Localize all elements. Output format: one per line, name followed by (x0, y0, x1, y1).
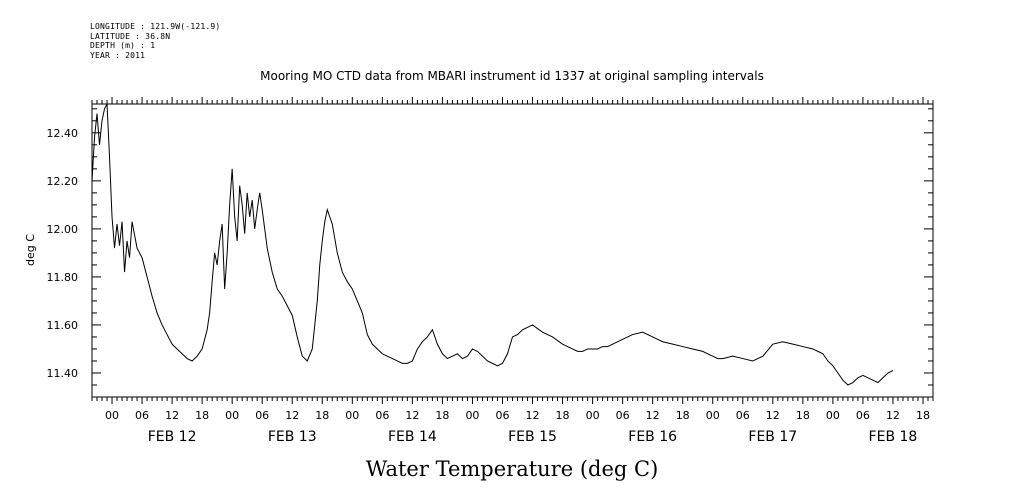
x-hour-tick-label: 12 (766, 409, 780, 422)
x-hour-tick-label: 18 (435, 409, 449, 422)
x-hour-tick-label: 00 (586, 409, 600, 422)
y-tick-label: 11.40 (47, 367, 79, 380)
x-hour-tick-label: 18 (796, 409, 810, 422)
x-hour-tick-label: 00 (706, 409, 720, 422)
x-day-label: FEB 17 (748, 429, 797, 445)
x-hour-tick-label: 06 (255, 409, 269, 422)
x-hour-tick-label: 18 (676, 409, 690, 422)
x-day-label: FEB 14 (388, 429, 437, 445)
x-day-label: FEB 15 (508, 429, 557, 445)
x-axis: 00 06 12 18 00 06 12 18 00 06 12 18 00 06 12 18 00 06 12 18… (91, 97, 934, 445)
longitude-label: LONGITUDE : 121.9W(-121.9) (90, 22, 221, 31)
x-hour-tick-label: 18 (916, 409, 930, 422)
x-hour-tick-label: 12 (646, 409, 660, 422)
year-label: YEAR : 2011 (90, 50, 146, 60)
x-hour-tick-label: 00 (105, 409, 119, 422)
x-day-label: FEB 18 (869, 429, 918, 445)
x-hour-tick-label: 06 (375, 409, 389, 422)
location-metadata: LONGITUDE : 121.9W(-121.9) LATITUDE : 36… (90, 22, 220, 60)
x-hour-tick-label: 18 (315, 409, 329, 422)
x-hour-tick-label: 12 (285, 409, 299, 422)
x-hour-tick-label: 12 (886, 409, 900, 422)
x-hour-tick-label: 06 (495, 409, 509, 422)
x-hour-tick-label: 06 (736, 409, 750, 422)
y-axis: 11.40 11.60 11.80 12.00 12.20 12.40 (47, 108, 933, 398)
chart-title: Mooring MO CTD data from MBARI instrumen… (260, 69, 764, 83)
x-hour-tick-label: 12 (165, 409, 179, 422)
x-hour-tick-label: 12 (526, 409, 540, 422)
x-day-label: FEB 13 (268, 429, 317, 445)
x-day-label: FEB 16 (628, 429, 677, 445)
y-tick-label: 11.60 (47, 319, 79, 332)
x-hour-tick-label: 06 (616, 409, 630, 422)
temperature-series-line (91, 102, 894, 386)
x-axis-label: Water Temperature (deg C) (366, 457, 659, 481)
x-hour-tick-label: 06 (856, 409, 870, 422)
x-hour-tick-label: 00 (465, 409, 479, 422)
x-hour-tick-label: 00 (225, 409, 239, 422)
y-tick-label: 12.40 (47, 127, 79, 140)
y-tick-label: 11.80 (47, 271, 79, 284)
y-tick-label: 12.20 (47, 175, 79, 188)
x-hour-tick-label: 12 (405, 409, 419, 422)
y-axis-label: deg C (24, 234, 37, 266)
x-hour-tick-label: 00 (345, 409, 359, 422)
x-hour-tick-label: 00 (826, 409, 840, 422)
x-hour-tick-label: 18 (556, 409, 570, 422)
x-hour-tick-label: 06 (135, 409, 149, 422)
x-hour-tick-label: 18 (195, 409, 209, 422)
latitude-label: LATITUDE : 36.8N (90, 31, 171, 41)
x-day-label: FEB 12 (148, 429, 197, 445)
y-tick-label: 12.00 (47, 223, 79, 236)
depth-label: DEPTH (m) : 1 (90, 41, 156, 50)
